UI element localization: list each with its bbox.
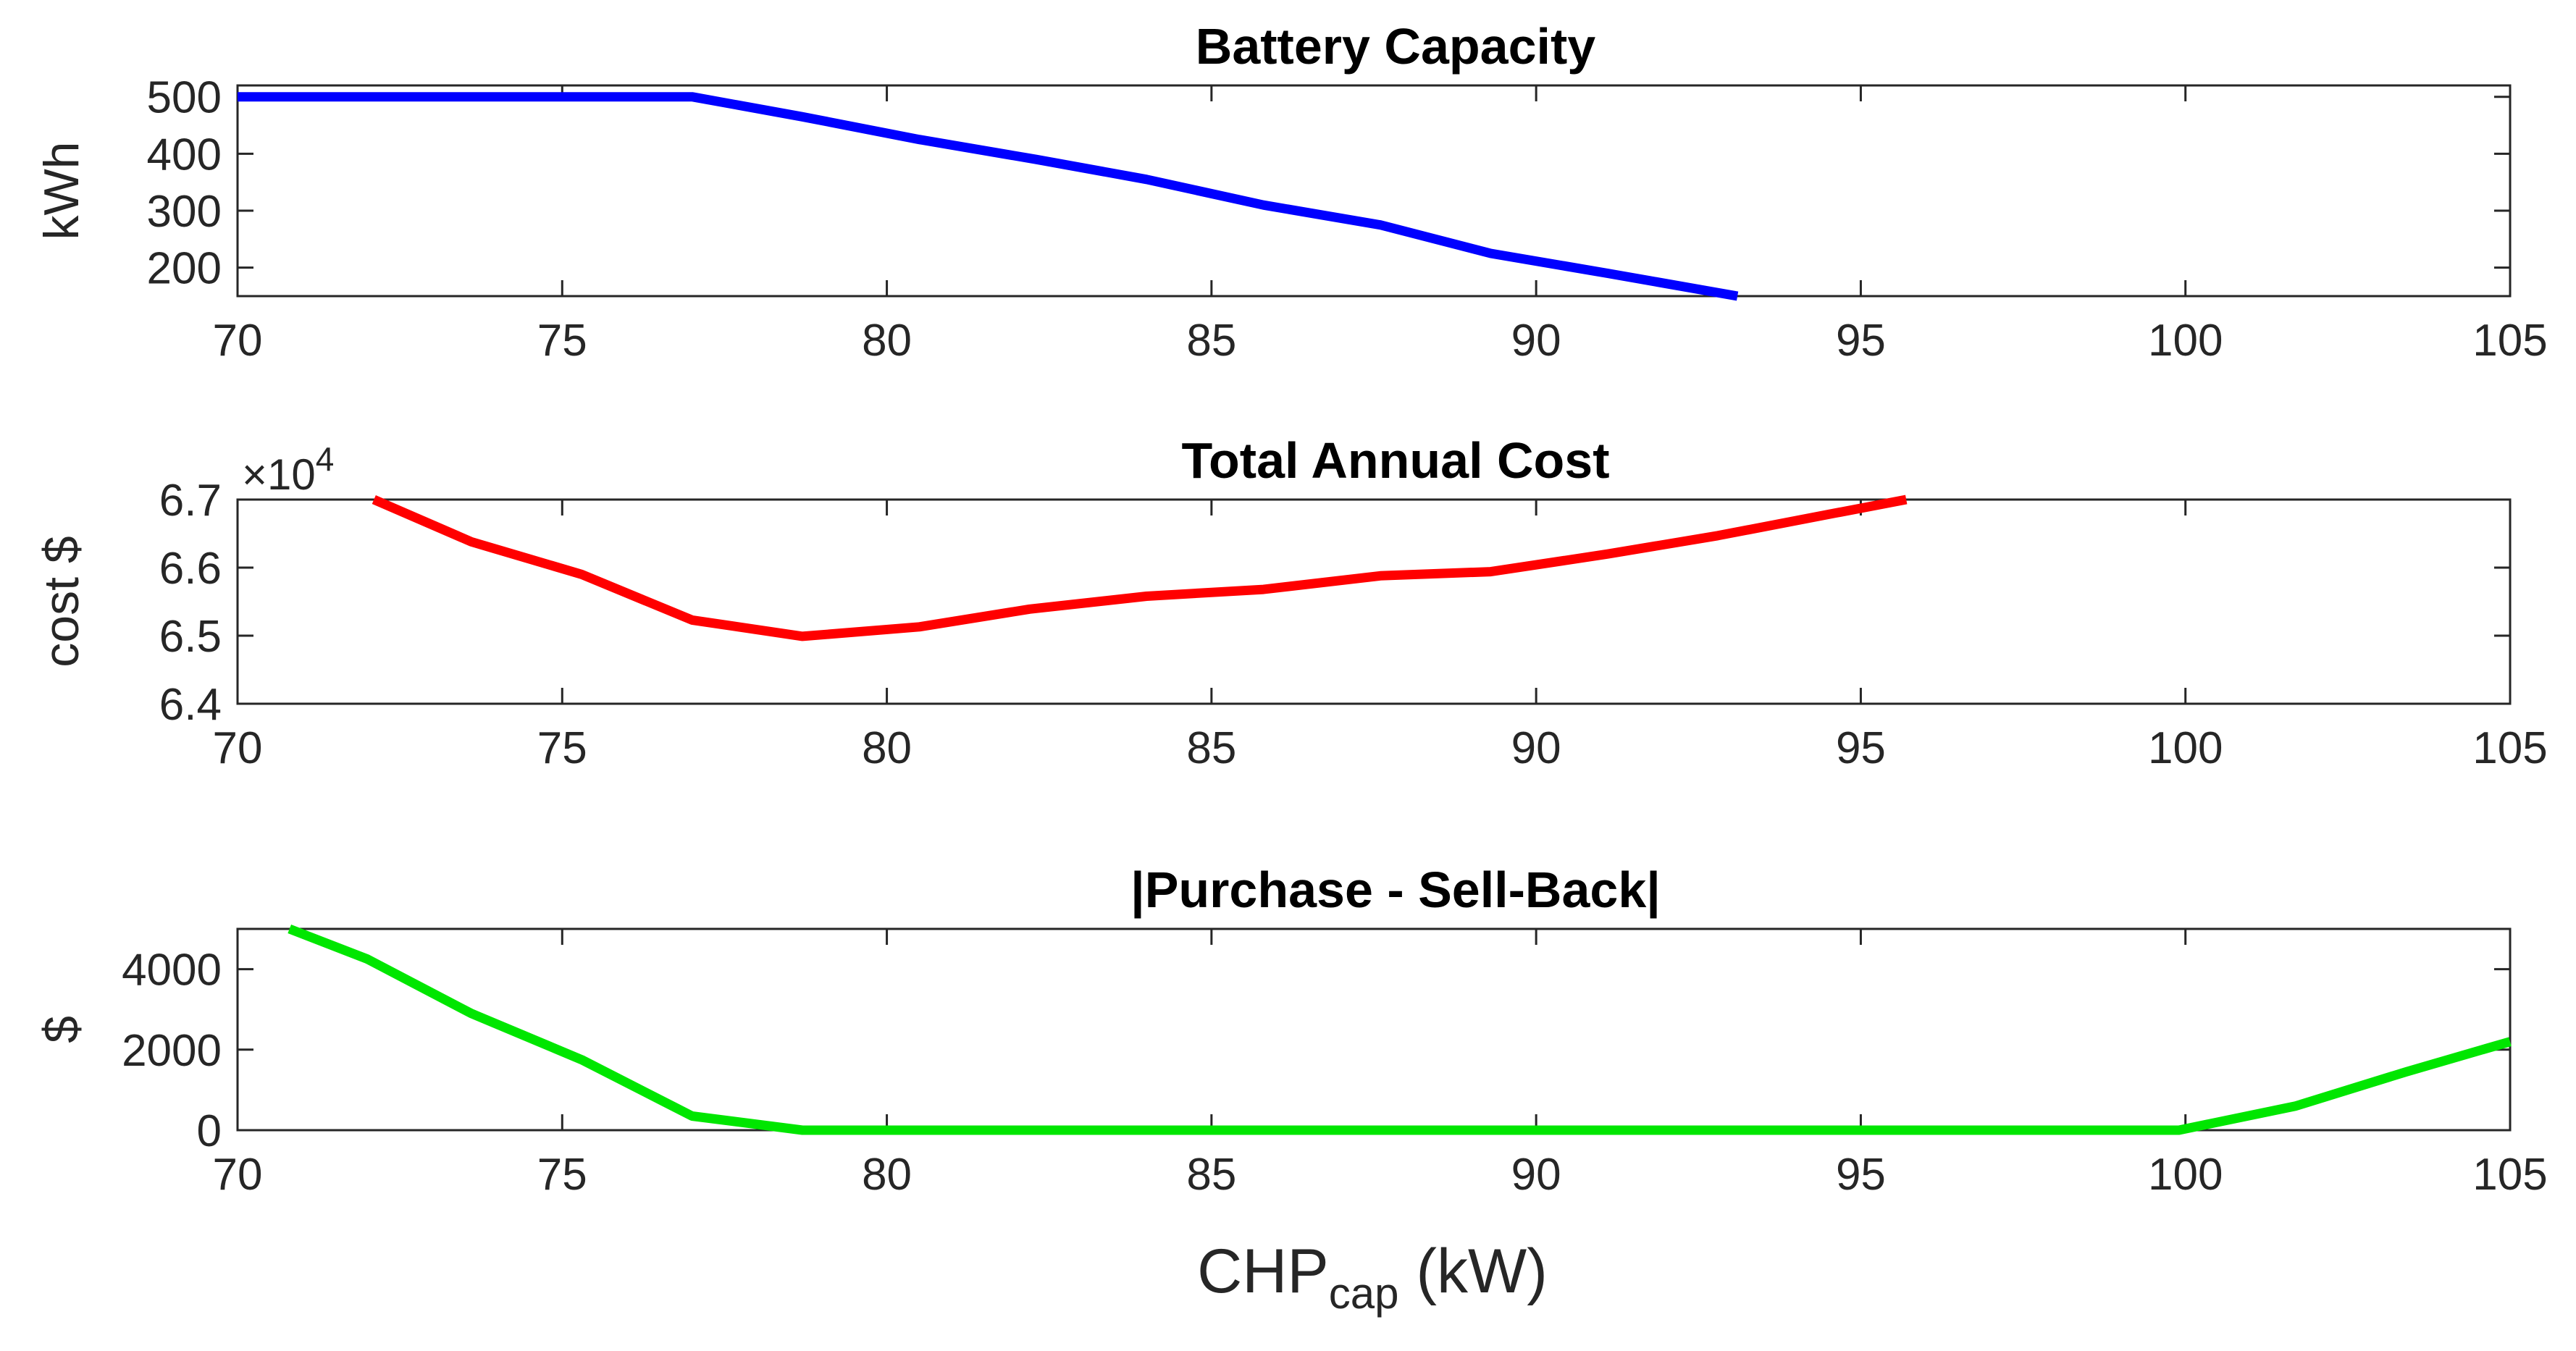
total-annual-cost-y-tick-label: 6.5 xyxy=(159,612,222,662)
total-annual-cost-panel: 70 75 80 85 90 95 100 105 6.4 6.5 6.6 6.7 Total Annu… xyxy=(34,432,2548,773)
battery-capacity-y-tick-label: 200 xyxy=(147,244,222,294)
purchase-sellback-axes-box xyxy=(236,927,2512,1132)
x-axis-label: CHPcap (kW) xyxy=(1197,1237,1548,1318)
purchase-sellback-x-tick-label: 90 xyxy=(1511,1150,1561,1200)
total-annual-cost-series-line xyxy=(372,494,1908,641)
total-annual-cost-y-tick-label: 6.6 xyxy=(159,544,222,594)
battery-capacity-title: Battery Capacity xyxy=(1196,18,1596,75)
battery-capacity-x-tick-label: 75 xyxy=(537,316,587,366)
purchase-sellback-series-line xyxy=(288,924,2512,1135)
total-annual-cost-x-tick-label: 100 xyxy=(2148,723,2223,773)
battery-capacity-y-axis-label: kWh xyxy=(34,142,89,240)
total-annual-cost-x-tick-label: 105 xyxy=(2472,723,2547,773)
battery-capacity-series-line xyxy=(238,92,1739,301)
purchase-sellback-y-tick-label: 2000 xyxy=(122,1026,222,1076)
x-axis-label-unit: (kW) xyxy=(1398,1237,1547,1306)
battery-capacity-x-tick-label: 95 xyxy=(1836,316,1886,366)
purchase-sellback-x-tick-label: 75 xyxy=(537,1150,587,1200)
total-annual-cost-x-tick-label: 70 xyxy=(213,723,263,773)
battery-capacity-x-tick-label: 70 xyxy=(213,316,263,366)
total-annual-cost-exponent-base: ×10 xyxy=(242,450,316,499)
battery-capacity-y-tick-label: 400 xyxy=(147,130,222,180)
total-annual-cost-x-tick-label: 90 xyxy=(1511,723,1561,773)
purchase-sellback-x-tick-label: 100 xyxy=(2148,1150,2223,1200)
total-annual-cost-x-tick-label: 80 xyxy=(862,723,912,773)
battery-capacity-y-tick-label: 300 xyxy=(147,187,222,237)
purchase-sellback-y-axis-label: $ xyxy=(34,1016,89,1043)
purchase-sellback-y-tick-label: 4000 xyxy=(122,946,222,996)
total-annual-cost-y-axis-label: cost $ xyxy=(34,536,89,667)
purchase-sellback-title: |Purchase - Sell-Back| xyxy=(1130,862,1661,919)
total-annual-cost-x-tick-label: 85 xyxy=(1186,723,1236,773)
battery-capacity-x-tick-label: 85 xyxy=(1186,316,1236,366)
total-annual-cost-y-tick-label: 6.7 xyxy=(159,476,222,526)
battery-capacity-x-tick-label: 105 xyxy=(2472,316,2547,366)
battery-capacity-x-tick-label: 90 xyxy=(1511,316,1561,366)
total-annual-cost-x-tick-label: 75 xyxy=(537,723,587,773)
total-annual-cost-x-tick-label: 95 xyxy=(1836,723,1886,773)
battery-capacity-x-tick-label: 100 xyxy=(2148,316,2223,366)
x-axis-label-main: CHP xyxy=(1197,1237,1329,1306)
total-annual-cost-exponent-label: ×104 xyxy=(242,440,334,499)
purchase-sellback-x-tick-label: 85 xyxy=(1186,1150,1236,1200)
x-axis-label-sub: cap xyxy=(1329,1269,1399,1318)
battery-capacity-y-tick-label: 500 xyxy=(147,73,222,123)
purchase-sellback-x-tick-label: 105 xyxy=(2472,1150,2547,1200)
battery-capacity-x-tick-label: 80 xyxy=(862,316,912,366)
battery-capacity-panel: 70 75 80 85 90 95 100 105 200 300 400 500 Battery Ca… xyxy=(34,18,2548,366)
total-annual-cost-y-tick-label: 6.4 xyxy=(159,680,222,730)
total-annual-cost-title: Total Annual Cost xyxy=(1181,432,1609,489)
total-annual-cost-axes-box xyxy=(236,498,2512,705)
purchase-sellback-x-tick-label: 80 xyxy=(862,1150,912,1200)
total-annual-cost-exponent-power: 4 xyxy=(316,440,335,478)
purchase-sellback-y-tick-label: 0 xyxy=(197,1106,222,1156)
purchase-sellback-x-tick-label: 70 xyxy=(213,1150,263,1200)
purchase-sellback-x-tick-label: 95 xyxy=(1836,1150,1886,1200)
battery-capacity-axes-box xyxy=(236,84,2512,298)
